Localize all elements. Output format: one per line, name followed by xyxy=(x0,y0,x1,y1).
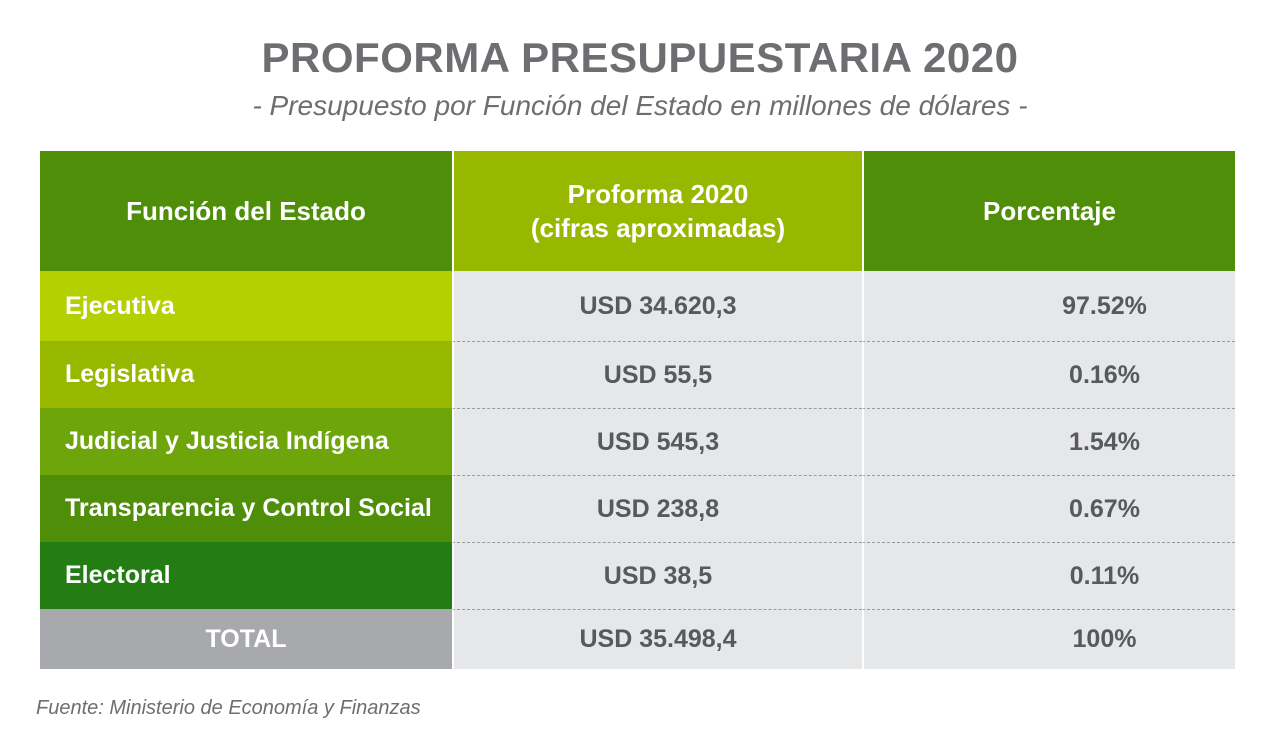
chart-subtitle: - Presupuesto por Función del Estado en … xyxy=(252,90,1028,121)
table-row: Transparencia y Control Social USD 238,8… xyxy=(40,475,1235,542)
header-proforma-line1: Proforma 2020 xyxy=(567,179,749,209)
row-value-ejecutiva: USD 34.620,3 xyxy=(452,271,862,341)
row-label-ejecutiva: Ejecutiva xyxy=(40,271,452,341)
header-porcentaje: Porcentaje xyxy=(862,151,1235,271)
budget-table: Función del Estado Proforma 2020 (cifras… xyxy=(40,151,1235,669)
table-row: Legislativa USD 55,5 0.16% xyxy=(40,341,1235,408)
total-value: USD 35.498,4 xyxy=(452,609,862,669)
total-percent: 100% xyxy=(862,609,1235,669)
header-proforma-line2: (cifras aproximadas) xyxy=(530,213,786,243)
table-row: Electoral USD 38,5 0.11% xyxy=(40,542,1235,609)
header-proforma: Proforma 2020 (cifras aproximadas) xyxy=(452,151,862,271)
row-label-transparencia: Transparencia y Control Social xyxy=(40,475,452,542)
row-percent-ejecutiva: 97.52% xyxy=(862,271,1235,341)
row-label-electoral: Electoral xyxy=(40,542,452,609)
row-value-legislativa: USD 55,5 xyxy=(452,341,862,408)
row-value-transparencia: USD 238,8 xyxy=(452,475,862,542)
table-row: Ejecutiva USD 34.620,3 97.52% xyxy=(40,271,1235,341)
header-funcion: Función del Estado xyxy=(40,151,452,271)
table-body: Ejecutiva USD 34.620,3 97.52% Legislativ… xyxy=(40,271,1235,669)
row-percent-judicial: 1.54% xyxy=(862,408,1235,475)
chart-title: PROFORMA PRESUPUESTARIA 2020 xyxy=(261,34,1019,81)
row-percent-legislativa: 0.16% xyxy=(862,341,1235,408)
table-row: Judicial y Justicia Indígena USD 545,3 1… xyxy=(40,408,1235,475)
table-total-row: TOTAL USD 35.498,4 100% xyxy=(40,609,1235,669)
row-percent-electoral: 0.11% xyxy=(862,542,1235,609)
row-value-electoral: USD 38,5 xyxy=(452,542,862,609)
source-note: Fuente: Ministerio de Economía y Finanza… xyxy=(36,697,421,719)
row-label-legislativa: Legislativa xyxy=(40,341,452,408)
total-label: TOTAL xyxy=(40,609,452,669)
row-label-judicial: Judicial y Justicia Indígena xyxy=(40,408,452,475)
table-header-row: Función del Estado Proforma 2020 (cifras… xyxy=(40,151,1235,271)
row-value-judicial: USD 545,3 xyxy=(452,408,862,475)
row-percent-transparencia: 0.67% xyxy=(862,475,1235,542)
